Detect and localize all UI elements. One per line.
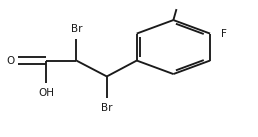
Text: Br: Br <box>71 24 82 34</box>
Text: F: F <box>221 29 227 38</box>
Text: O: O <box>6 56 15 65</box>
Text: Br: Br <box>101 103 112 113</box>
Text: OH: OH <box>38 88 54 98</box>
